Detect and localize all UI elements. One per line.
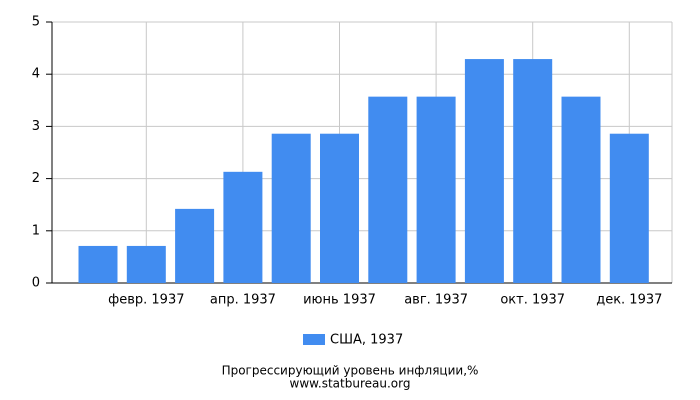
y-tick-label: 4 [32, 67, 40, 82]
bar [126, 245, 166, 283]
x-tick-label: апр. 1937 [210, 293, 276, 308]
bar [368, 96, 408, 284]
bar [175, 208, 215, 283]
bar [223, 171, 263, 283]
y-tick-label: 2 [32, 171, 40, 186]
bar [78, 245, 118, 283]
bar [513, 59, 553, 284]
x-tick-label: июнь 1937 [303, 293, 376, 308]
bar [561, 96, 601, 284]
x-tick-label: окт. 1937 [500, 293, 565, 308]
legend-label: США, 1937 [330, 333, 403, 348]
y-tick-label: 3 [32, 119, 40, 134]
chart-source: www.statbureau.org [290, 377, 411, 391]
bar [464, 59, 504, 284]
bar [609, 133, 649, 283]
y-tick-label: 0 [32, 276, 40, 291]
x-tick-label: дек. 1937 [596, 293, 662, 308]
chart-title: Прогрессирующий уровень инфляции,% [222, 364, 479, 378]
bar [320, 133, 359, 283]
legend-swatch [303, 334, 325, 345]
bar [271, 133, 311, 283]
y-tick-label: 1 [32, 223, 40, 238]
bar [416, 96, 456, 284]
x-tick-label: авг. 1937 [404, 293, 468, 308]
x-tick-label: февр. 1937 [108, 293, 184, 308]
y-tick-label: 5 [32, 15, 40, 30]
